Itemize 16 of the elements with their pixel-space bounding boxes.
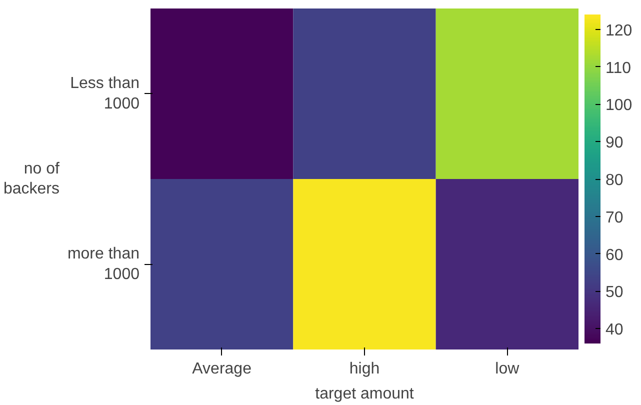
- color-bar-label: 100: [606, 97, 632, 114]
- color-bar-label: 60: [606, 246, 624, 264]
- x-tick-label: high: [349, 360, 380, 378]
- y-axis-title: no of backers: [3, 160, 60, 198]
- x-tick-label: Average: [192, 360, 252, 378]
- x-axis-title: target amount: [315, 386, 414, 402]
- y-tick-label: more than 1000: [67, 246, 140, 283]
- color-bar-label: 110: [606, 60, 632, 77]
- color-bar-label: 90: [606, 134, 624, 152]
- color-bar-label: 50: [606, 284, 624, 302]
- color-bar-label: 80: [606, 172, 624, 189]
- color-bar-label: 40: [606, 322, 624, 339]
- color-bar-label: 70: [606, 209, 624, 226]
- y-tick-label: Less than 1000: [70, 75, 140, 112]
- x-tick-label: low: [495, 360, 520, 378]
- color-bar-label: 120: [606, 22, 632, 40]
